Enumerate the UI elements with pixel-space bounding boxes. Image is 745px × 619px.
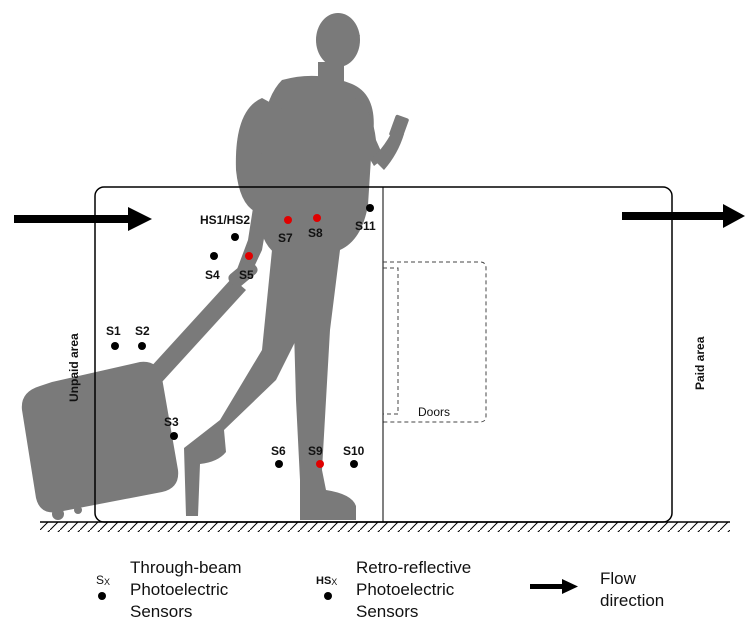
legend-retro-reflective: HSX Retro-reflective Photoelectric Senso… bbox=[316, 558, 471, 619]
sensor-s3-label: S3 bbox=[164, 415, 179, 429]
flow-arrow-left bbox=[14, 207, 152, 231]
sensor-s11-label: S11 bbox=[355, 219, 376, 233]
legend-retro-line3: Sensors bbox=[356, 602, 418, 619]
sensor-s9-label: S9 bbox=[308, 444, 323, 458]
sensor-s10-label: S10 bbox=[343, 444, 365, 458]
sensor-s7-dot bbox=[284, 216, 292, 224]
passenger-silhouette bbox=[21, 13, 409, 520]
sensor-hs-dot bbox=[231, 233, 239, 241]
sensor-s1-label: S1 bbox=[106, 324, 121, 338]
legend-flow-arrow-shaft bbox=[530, 584, 564, 589]
sensors: S1 S2 S3 S4 S5 S6 S7 S8 S9 S10 S11 HS1/H… bbox=[106, 204, 376, 468]
legend: SX Through-beam Photoelectric Sensors HS… bbox=[96, 558, 664, 619]
legend-retro-line1: Retro-reflective bbox=[356, 558, 471, 577]
paid-area-label: Paid area bbox=[693, 336, 707, 390]
legend-flow: Flow direction bbox=[530, 569, 664, 610]
legend-through-beam: SX Through-beam Photoelectric Sensors bbox=[96, 558, 242, 619]
sensor-s5-label: S5 bbox=[239, 268, 254, 282]
legend-retro-dot bbox=[324, 592, 332, 600]
sensor-s1-dot bbox=[111, 342, 119, 350]
sensor-s9-dot bbox=[316, 460, 324, 468]
sensor-s11-dot bbox=[366, 204, 374, 212]
doors-label: Doors bbox=[418, 405, 450, 419]
suitcase bbox=[21, 361, 179, 513]
legend-through-line1: Through-beam bbox=[130, 558, 242, 577]
sensor-s10-dot bbox=[350, 460, 358, 468]
sensor-s8-label: S8 bbox=[308, 226, 323, 240]
legend-flow-line2: direction bbox=[600, 591, 664, 610]
sensor-s6-label: S6 bbox=[271, 444, 286, 458]
legend-through-line3: Sensors bbox=[130, 602, 192, 619]
flow-arrow-right bbox=[622, 204, 745, 228]
legend-through-symbol: SX bbox=[96, 573, 110, 587]
doors-outline bbox=[383, 261, 487, 423]
doors-inner bbox=[383, 267, 399, 415]
sensor-hs-label: HS1/HS2 bbox=[200, 213, 250, 227]
sensor-s5-dot bbox=[245, 252, 253, 260]
sensor-s8-dot bbox=[313, 214, 321, 222]
legend-through-line2: Photoelectric bbox=[130, 580, 229, 599]
sensor-s6-dot bbox=[275, 460, 283, 468]
legend-flow-arrow-head bbox=[562, 579, 578, 594]
legend-retro-line2: Photoelectric bbox=[356, 580, 455, 599]
sensor-s2-dot bbox=[138, 342, 146, 350]
sensor-s2-label: S2 bbox=[135, 324, 150, 338]
legend-flow-line1: Flow bbox=[600, 569, 637, 588]
legend-through-dot bbox=[98, 592, 106, 600]
floor bbox=[40, 521, 730, 532]
sensor-s4-label: S4 bbox=[205, 268, 220, 282]
sensor-s4-dot bbox=[210, 252, 218, 260]
sensor-s7-label: S7 bbox=[278, 231, 293, 245]
unpaid-area-label: Unpaid area bbox=[67, 333, 81, 402]
sensor-s3-dot bbox=[170, 432, 178, 440]
legend-retro-symbol: HSX bbox=[316, 575, 337, 587]
